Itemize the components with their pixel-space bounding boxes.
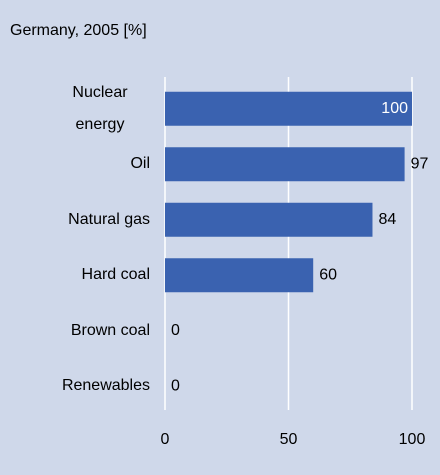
value-label: 0: [171, 322, 180, 339]
y-tick-label: Oil: [130, 155, 150, 173]
x-tick-label: 50: [280, 431, 298, 448]
y-tick-label: Brown coal: [70, 321, 150, 339]
value-label: 0: [171, 377, 180, 394]
x-tick-label: 0: [161, 431, 170, 448]
y-tick-label: Natural gas: [68, 210, 150, 228]
bar: [165, 258, 314, 293]
value-label: 84: [378, 211, 396, 228]
y-tick-label: Renewables: [61, 377, 150, 395]
bar: [165, 91, 412, 126]
value-label: 100: [381, 100, 408, 117]
bar: [165, 147, 405, 182]
chart-title: Germany, 2005 [%]: [10, 22, 147, 39]
x-tick-label: 100: [399, 431, 426, 448]
bar: [165, 202, 373, 237]
y-tick-label: Nuclear energy: [72, 83, 128, 133]
y-tick-label: Hard coal: [81, 266, 150, 284]
value-label: 60: [319, 266, 337, 283]
value-label: 97: [411, 155, 429, 172]
